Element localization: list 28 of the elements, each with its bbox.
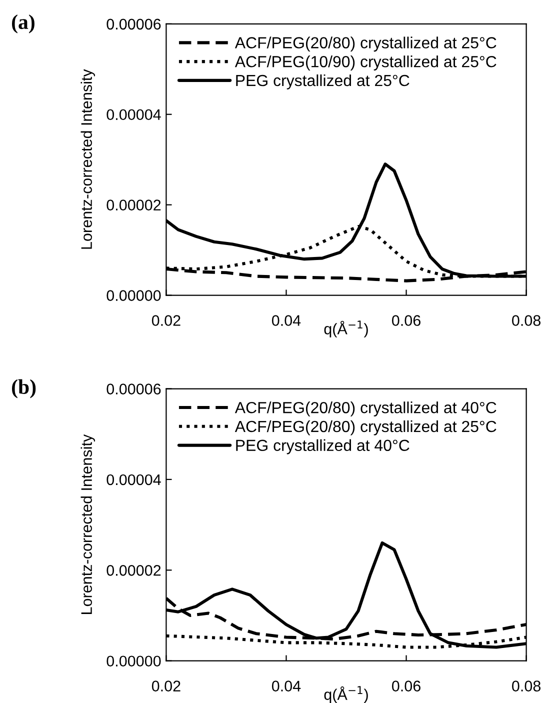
x-tick-label: 0.06 [392, 680, 420, 692]
y-tick-label: 0.00002 [106, 565, 161, 576]
y-axis-title: Lorentz-corrected Intensity [80, 69, 96, 249]
legend-label: ACF/PEG(10/90) crystallized at 25°C [234, 56, 496, 70]
x-tick-label: 0.08 [512, 315, 541, 326]
y-tick-label: 0.00004 [106, 474, 161, 486]
y-axis-title: Lorentz-corrected Intensity [80, 434, 96, 614]
x-tick-label: 0.02 [152, 680, 180, 692]
x-tick-label: 0.02 [152, 315, 180, 326]
legend-label: ACF/PEG(20/80) crystallized at 25°C [234, 36, 496, 52]
y-tick-label: 0.00006 [106, 384, 161, 394]
x-axis-title: q(Å$^{−1}$) [324, 320, 368, 338]
x-axis-title: q(Å$^{−1}$) [324, 686, 368, 703]
legend-label: PEG crystallized at 40°C [236, 439, 410, 454]
y-tick-label: 0.00006 [106, 18, 161, 30]
chart-title: (a) [12, 14, 34, 34]
y-tick-label: 0.00002 [106, 200, 161, 210]
y-tick-label: 0.00004 [106, 109, 161, 120]
legend-label: ACF/PEG(20/80) crystallized at 25°C [234, 420, 496, 436]
y-tick-label: 0.00000 [106, 656, 161, 667]
x-tick-label: 0.04 [272, 315, 301, 326]
legend-label: PEG crystallized at 25°C [236, 74, 410, 90]
x-tick-label: 0.04 [272, 680, 301, 692]
y-tick-label: 0.00000 [106, 290, 161, 301]
x-tick-label: 0.08 [512, 680, 541, 692]
chart-title: (b) [12, 379, 36, 398]
legend-label: ACF/PEG(20/80) crystallized at 40°C [234, 402, 496, 416]
x-tick-label: 0.06 [392, 315, 420, 326]
